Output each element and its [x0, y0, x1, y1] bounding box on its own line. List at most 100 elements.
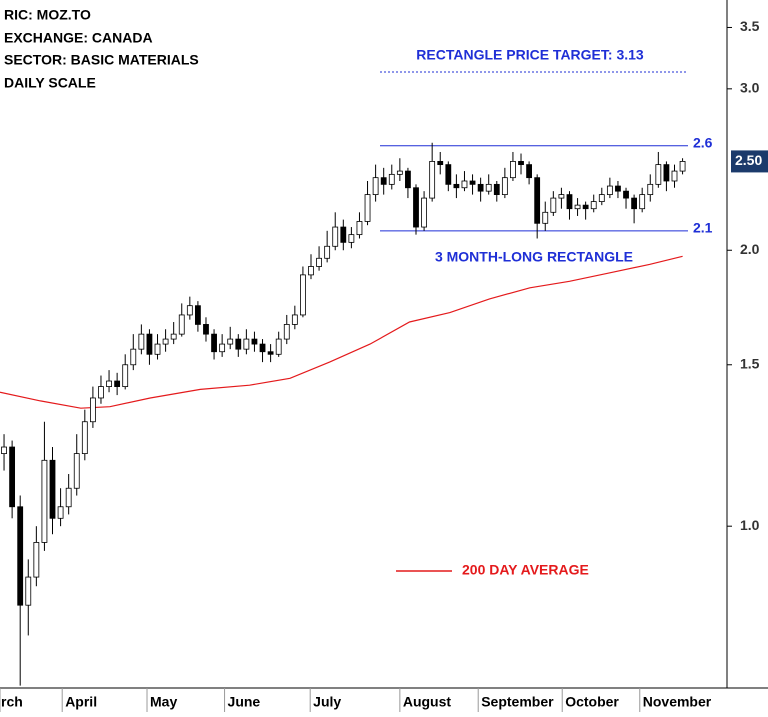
candle-body [615, 185, 621, 192]
candle-body [679, 161, 686, 172]
moving-average [0, 255, 683, 409]
candle-body [647, 183, 654, 196]
candle-body [146, 333, 153, 355]
candle-body [356, 221, 363, 236]
x-tick-label: August [403, 694, 452, 710]
y-tick-label: 1.5 [740, 355, 760, 371]
candle-body [251, 338, 258, 345]
candle-body [469, 180, 476, 185]
candle-body [138, 333, 145, 350]
candle-body [211, 333, 217, 353]
y-tick-label: 1.0 [740, 517, 760, 533]
candle-body [308, 266, 314, 276]
candle-body [445, 164, 452, 185]
note: RIC: MOZ.TO [4, 7, 91, 23]
candle-body [566, 194, 573, 210]
candle-body [663, 164, 670, 182]
candle-body [324, 245, 331, 259]
candle-body [340, 226, 347, 243]
candle-body [73, 453, 80, 489]
x-tick-label: June [228, 694, 261, 710]
pattern-label: 3 MONTH-LONG RECTANGLE [435, 249, 633, 265]
candle-body [493, 183, 500, 196]
note: DAILY SCALE [4, 75, 96, 91]
candle-body [380, 177, 387, 185]
candle-body [550, 197, 557, 213]
candle-body [98, 386, 104, 399]
candle-body [558, 194, 565, 199]
candle-body [259, 343, 266, 353]
y-tick-label: 3.5 [740, 18, 760, 34]
x-tick-label: May [150, 694, 177, 710]
candle-body [405, 170, 411, 189]
candle-body [154, 343, 161, 355]
candle-body [89, 397, 96, 423]
candle-body [453, 183, 460, 189]
candle-body [25, 576, 32, 606]
candle-body [510, 161, 516, 179]
candle-body [275, 338, 282, 355]
candle-body [534, 177, 541, 224]
candle-body [122, 364, 129, 387]
candle-body [477, 183, 484, 192]
candle-body [518, 161, 524, 166]
y-tick-label: 2.0 [740, 241, 760, 257]
candle-body [41, 459, 48, 543]
candle-body [574, 204, 581, 210]
candle-body [364, 194, 371, 222]
candle-body [1, 446, 7, 455]
candle-body [291, 314, 298, 325]
candle-body [130, 348, 137, 366]
candle-body [348, 234, 355, 243]
candle-body [485, 183, 492, 192]
x-tick-label: November [643, 694, 712, 710]
candle-body [623, 190, 629, 199]
x-tick-label: September [481, 694, 554, 710]
legend-label: 200 DAY AVERAGE [462, 562, 589, 578]
target-label: RECTANGLE PRICE TARGET: 3.13 [416, 47, 644, 63]
last-price-label: 2.50 [735, 152, 762, 168]
candle-body [461, 180, 468, 189]
candle-body [606, 185, 613, 196]
level-label: 2.6 [693, 135, 713, 151]
candle-body [631, 197, 638, 210]
x-tick-label: rch [1, 694, 23, 710]
candle-body [437, 161, 444, 166]
candle-body [429, 161, 436, 199]
candle-body [17, 506, 24, 606]
candle-body [388, 173, 395, 185]
candle-body [235, 338, 242, 350]
candle-body [332, 226, 339, 247]
candle-body [65, 487, 72, 508]
candle-body [49, 459, 56, 519]
candle-body [203, 324, 209, 335]
x-tick-label: July [313, 694, 341, 710]
candle-body [9, 446, 16, 508]
candle-body [526, 164, 532, 179]
candle-body [170, 333, 177, 340]
candle-body [243, 338, 250, 350]
note: SECTOR: BASIC MATERIALS [4, 52, 199, 68]
candle-body [219, 343, 226, 353]
y-tick-label: 3.0 [740, 80, 760, 96]
candle-body [33, 542, 40, 578]
candle-body [114, 380, 121, 387]
candle-body [582, 204, 589, 210]
candle-body [372, 177, 379, 196]
candle-body [396, 170, 403, 175]
candle-body [598, 194, 605, 202]
note: EXCHANGE: CANADA [4, 30, 153, 46]
x-tick-label: October [565, 694, 619, 710]
candle-body [267, 351, 274, 355]
candle-body [162, 338, 169, 345]
level-label: 2.1 [693, 220, 713, 236]
candle-body [186, 305, 193, 316]
candle-body [283, 324, 290, 340]
candle-body [655, 164, 662, 185]
candle-body [300, 274, 306, 316]
candle-body [178, 314, 185, 335]
candle-body [106, 380, 112, 387]
candle-body [227, 338, 234, 345]
